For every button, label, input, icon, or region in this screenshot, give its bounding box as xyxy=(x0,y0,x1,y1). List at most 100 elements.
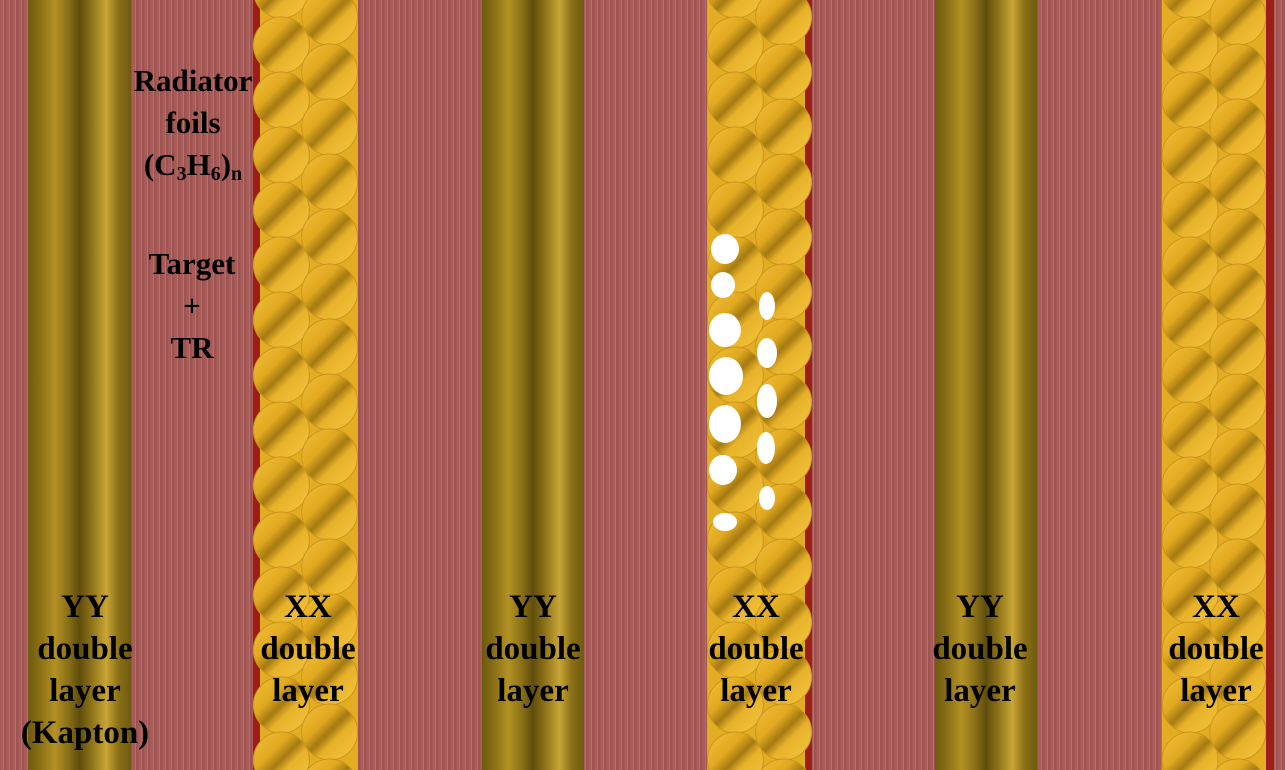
yy3-line2: double xyxy=(910,628,1050,670)
radiator-line2: foils xyxy=(118,102,268,144)
gold-disk xyxy=(253,512,309,568)
gold-disk xyxy=(1162,292,1218,348)
gold-disk xyxy=(1210,484,1266,540)
gold-disk xyxy=(302,759,358,770)
gold-disk xyxy=(1210,154,1266,210)
gold-disk xyxy=(707,17,763,73)
radiator-line1: Radiator xyxy=(118,60,268,102)
gold-disk xyxy=(302,154,358,210)
gold-disk xyxy=(756,0,812,45)
gold-disk xyxy=(253,402,309,458)
gold-disk xyxy=(1210,704,1266,760)
xx-layer-2-gap xyxy=(757,338,777,368)
gold-disk xyxy=(1162,182,1218,238)
xx-layer-3-label: XX double layer xyxy=(1148,586,1284,712)
gold-disk xyxy=(302,704,358,760)
yy1-line3: layer xyxy=(0,670,170,712)
yy-layer-2-label: YY double layer xyxy=(463,586,603,712)
formula-sub3: n xyxy=(231,163,242,185)
formula-sub1: 3 xyxy=(177,163,187,185)
gold-disk xyxy=(756,704,812,760)
yy1-line1: YY xyxy=(0,586,170,628)
yy3-line3: layer xyxy=(910,670,1050,712)
xx3-line1: XX xyxy=(1148,586,1284,628)
gold-disk xyxy=(1210,429,1266,485)
gold-disk xyxy=(302,264,358,320)
gold-disk xyxy=(707,732,763,770)
xx2-line1: XX xyxy=(686,586,826,628)
gold-disk xyxy=(707,127,763,183)
gold-disk xyxy=(302,99,358,155)
gold-disk xyxy=(1162,237,1218,293)
gold-disk xyxy=(302,44,358,100)
xx1-line3: layer xyxy=(238,670,378,712)
gold-disk xyxy=(1210,0,1266,45)
yy-layer-3-label: YY double layer xyxy=(910,586,1050,712)
xx-layer-2-gap xyxy=(711,272,735,298)
gold-disk xyxy=(1162,512,1218,568)
gold-disk xyxy=(1210,319,1266,375)
yy1-line2: double xyxy=(0,628,170,670)
gold-disk xyxy=(302,209,358,265)
target-line1: Target xyxy=(130,243,254,285)
xx-layer-2-gap xyxy=(757,384,777,418)
xx3-line2: double xyxy=(1148,628,1284,670)
target-line2: + xyxy=(130,285,254,327)
gold-disk xyxy=(1210,374,1266,430)
xx-layer-2-label: XX double layer xyxy=(686,586,826,712)
xx-layer-2-gap xyxy=(759,292,775,320)
gold-disk xyxy=(302,429,358,485)
gold-disk xyxy=(1162,732,1218,770)
formula-mid: H xyxy=(187,147,211,182)
xx-layer-2-gap xyxy=(759,486,775,510)
xx2-line2: double xyxy=(686,628,826,670)
gold-disk xyxy=(756,209,812,265)
gold-disk xyxy=(1162,127,1218,183)
yy2-line2: double xyxy=(463,628,603,670)
gold-disk xyxy=(253,237,309,293)
gold-disk xyxy=(756,154,812,210)
formula-open: (C xyxy=(144,147,177,182)
xx3-line3: layer xyxy=(1148,670,1284,712)
gold-disk xyxy=(1210,264,1266,320)
gold-disk xyxy=(253,457,309,513)
gold-disk xyxy=(756,759,812,770)
yy1-line4: (Kapton) xyxy=(0,712,170,754)
gold-disk xyxy=(1210,209,1266,265)
gold-disk xyxy=(1210,44,1266,100)
gold-disk xyxy=(756,44,812,100)
xx-layer-2-gap xyxy=(711,234,739,264)
xx-layer-2-gap xyxy=(709,313,741,347)
gold-disk xyxy=(253,347,309,403)
gold-disk xyxy=(707,72,763,128)
xx-layer-2-gap xyxy=(709,405,741,443)
gold-disk xyxy=(756,99,812,155)
xx2-line3: layer xyxy=(686,670,826,712)
gold-disk xyxy=(1162,17,1218,73)
yy-layer-1-label: YY double layer (Kapton) xyxy=(0,586,170,754)
gold-disk xyxy=(302,0,358,45)
radiator-foils-label: Radiator foils (C3H6)n xyxy=(118,60,268,190)
gold-disk xyxy=(302,484,358,540)
gold-disk xyxy=(253,182,309,238)
xx-layer-2-gap xyxy=(757,432,775,464)
gold-disk xyxy=(253,0,309,18)
xx-layer-2-gap xyxy=(713,513,737,531)
xx1-line1: XX xyxy=(238,586,378,628)
formula-close: ) xyxy=(221,147,231,182)
xx-layer-1-label: XX double layer xyxy=(238,586,378,712)
gold-disk xyxy=(253,292,309,348)
gold-disk xyxy=(302,374,358,430)
xx1-line2: double xyxy=(238,628,378,670)
xx-layer-2-gap xyxy=(709,455,737,485)
gold-disk xyxy=(302,319,358,375)
radiator-formula: (C3H6)n xyxy=(118,144,268,190)
gold-disk xyxy=(707,182,763,238)
gold-disk xyxy=(1210,99,1266,155)
gold-disk xyxy=(1162,72,1218,128)
target-line3: TR xyxy=(130,327,254,369)
gold-disk xyxy=(1162,457,1218,513)
yy2-line3: layer xyxy=(463,670,603,712)
gold-disk xyxy=(1162,347,1218,403)
